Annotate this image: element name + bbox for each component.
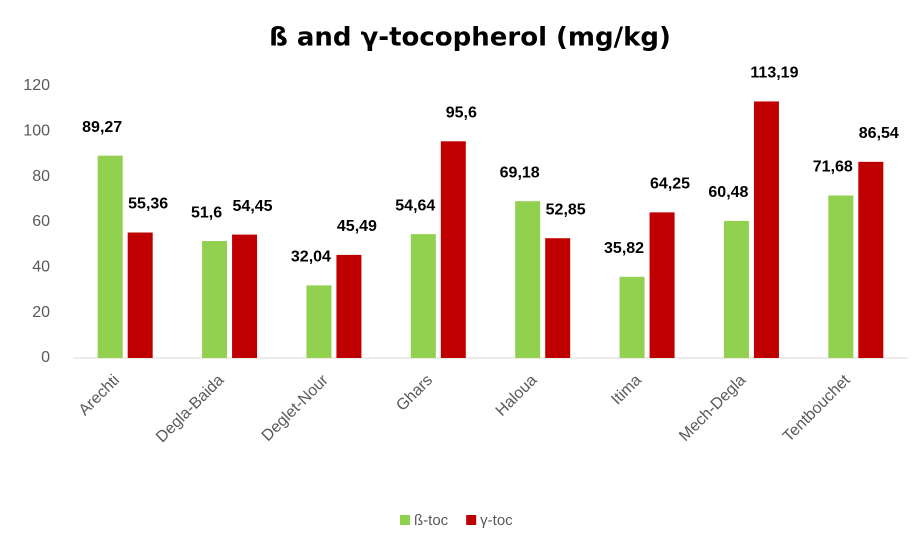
value-label: 86,54 [859, 125, 899, 142]
legend-swatch [400, 515, 410, 525]
x-tick-label: Degla-Baida [153, 372, 227, 446]
bar [649, 212, 675, 358]
bar [306, 285, 332, 358]
bar [515, 201, 541, 358]
chart-title: ß and γ-tocopherol (mg/kg) [269, 23, 671, 53]
legend-label: γ-toc [480, 512, 513, 529]
y-tick-label: 40 [32, 259, 50, 276]
value-label: 60,48 [708, 184, 748, 201]
legend-label: ß-toc [414, 512, 449, 529]
x-tick-label: Deglet-Nour [259, 371, 333, 445]
value-label: 95,6 [446, 105, 477, 122]
y-tick-label: 100 [23, 123, 50, 140]
y-tick-label: 120 [23, 77, 50, 94]
bar [232, 234, 258, 358]
value-label: 69,18 [500, 164, 540, 181]
x-tick-label: Ghars [393, 372, 436, 415]
value-label: 71,68 [813, 159, 853, 176]
value-label: 54,64 [395, 197, 435, 214]
bar [127, 232, 153, 358]
y-tick-label: 80 [32, 168, 50, 185]
bar [202, 241, 228, 358]
bar [723, 220, 749, 358]
legend-swatch [466, 515, 477, 525]
y-tick-label: 60 [32, 213, 50, 230]
bar [753, 101, 779, 358]
bar [828, 195, 854, 358]
value-label: 55,36 [128, 196, 168, 213]
value-label: 32,04 [291, 249, 331, 266]
x-tick-label: Arechti [76, 372, 123, 419]
x-tick-label: Mech-Degla [676, 372, 749, 445]
value-label: 89,27 [82, 119, 122, 136]
value-label: 51,6 [191, 204, 222, 221]
value-label: 45,49 [337, 218, 377, 235]
bar [97, 155, 123, 358]
x-tick-label: Tentbouchet [780, 371, 854, 445]
value-label: 54,45 [233, 198, 273, 215]
x-tick-label: Itima [608, 372, 645, 409]
bar [410, 234, 436, 358]
value-label: 35,82 [604, 240, 644, 257]
value-label: 113,19 [750, 65, 798, 82]
value-label: 52,85 [546, 201, 586, 218]
bar [545, 238, 571, 358]
x-tick-label: Haloua [493, 372, 541, 420]
y-tick-label: 20 [32, 304, 50, 321]
bar [619, 276, 645, 358]
bar [440, 141, 466, 358]
y-tick-label: 0 [41, 349, 50, 366]
bar [858, 161, 884, 358]
bar [336, 254, 362, 358]
value-label: 64,25 [650, 176, 690, 193]
